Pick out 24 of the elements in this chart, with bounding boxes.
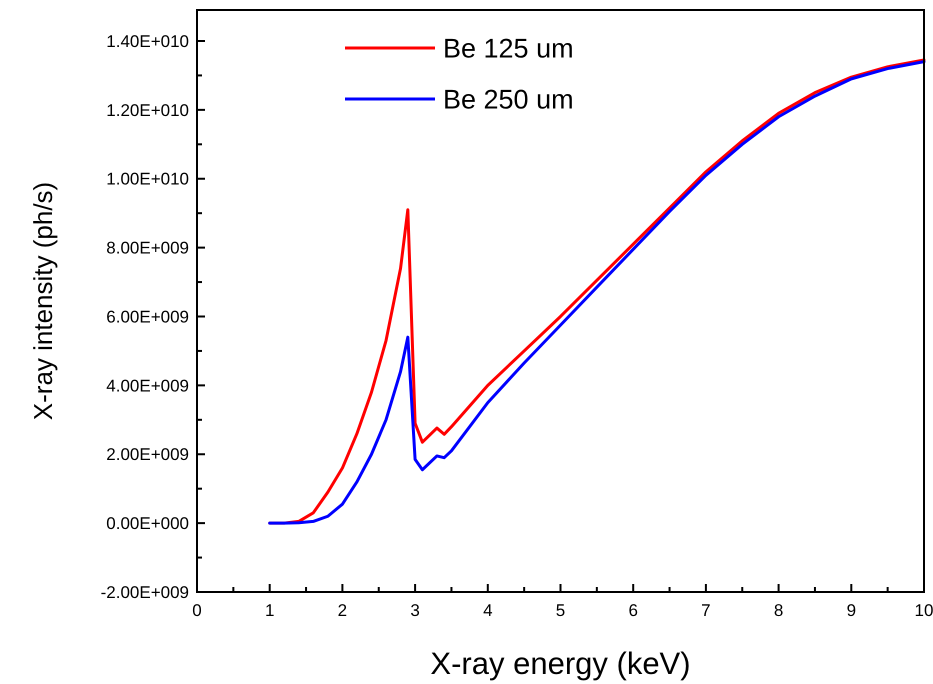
y-tick-label: 2.00E+009: [106, 445, 189, 464]
x-tick-label: 7: [701, 601, 711, 620]
y-tick-label: 6.00E+009: [106, 307, 189, 326]
x-tick-label: 6: [628, 601, 638, 620]
x-axis-title: X-ray energy (keV): [430, 646, 691, 681]
y-tick-label: 1.40E+010: [106, 32, 189, 51]
x-tick-label: 4: [483, 601, 493, 620]
x-tick-label: 0: [192, 601, 202, 620]
y-tick-label: 1.00E+010: [106, 170, 189, 189]
x-tick-label: 8: [774, 601, 784, 620]
legend-label: Be 125 um: [443, 33, 574, 64]
x-tick-label: 5: [556, 601, 566, 620]
y-tick-label: 0.00E+000: [106, 514, 189, 534]
y-tick-label: -2.00E+009: [100, 582, 189, 602]
y-tick-label: 4.00E+009: [106, 376, 189, 396]
x-tick-label: 10: [914, 601, 933, 620]
y-tick-label: 8.00E+009: [106, 238, 189, 258]
legend-label: Be 250 um: [443, 84, 574, 114]
x-tick-label: 9: [846, 601, 856, 620]
x-tick-label: 1: [264, 601, 274, 620]
y-axis-title: X-ray intensity (ph/s): [28, 182, 58, 420]
x-tick-label: 3: [410, 601, 420, 620]
x-tick-label: 2: [338, 601, 348, 620]
y-tick-label: 1.20E+010: [106, 100, 189, 120]
